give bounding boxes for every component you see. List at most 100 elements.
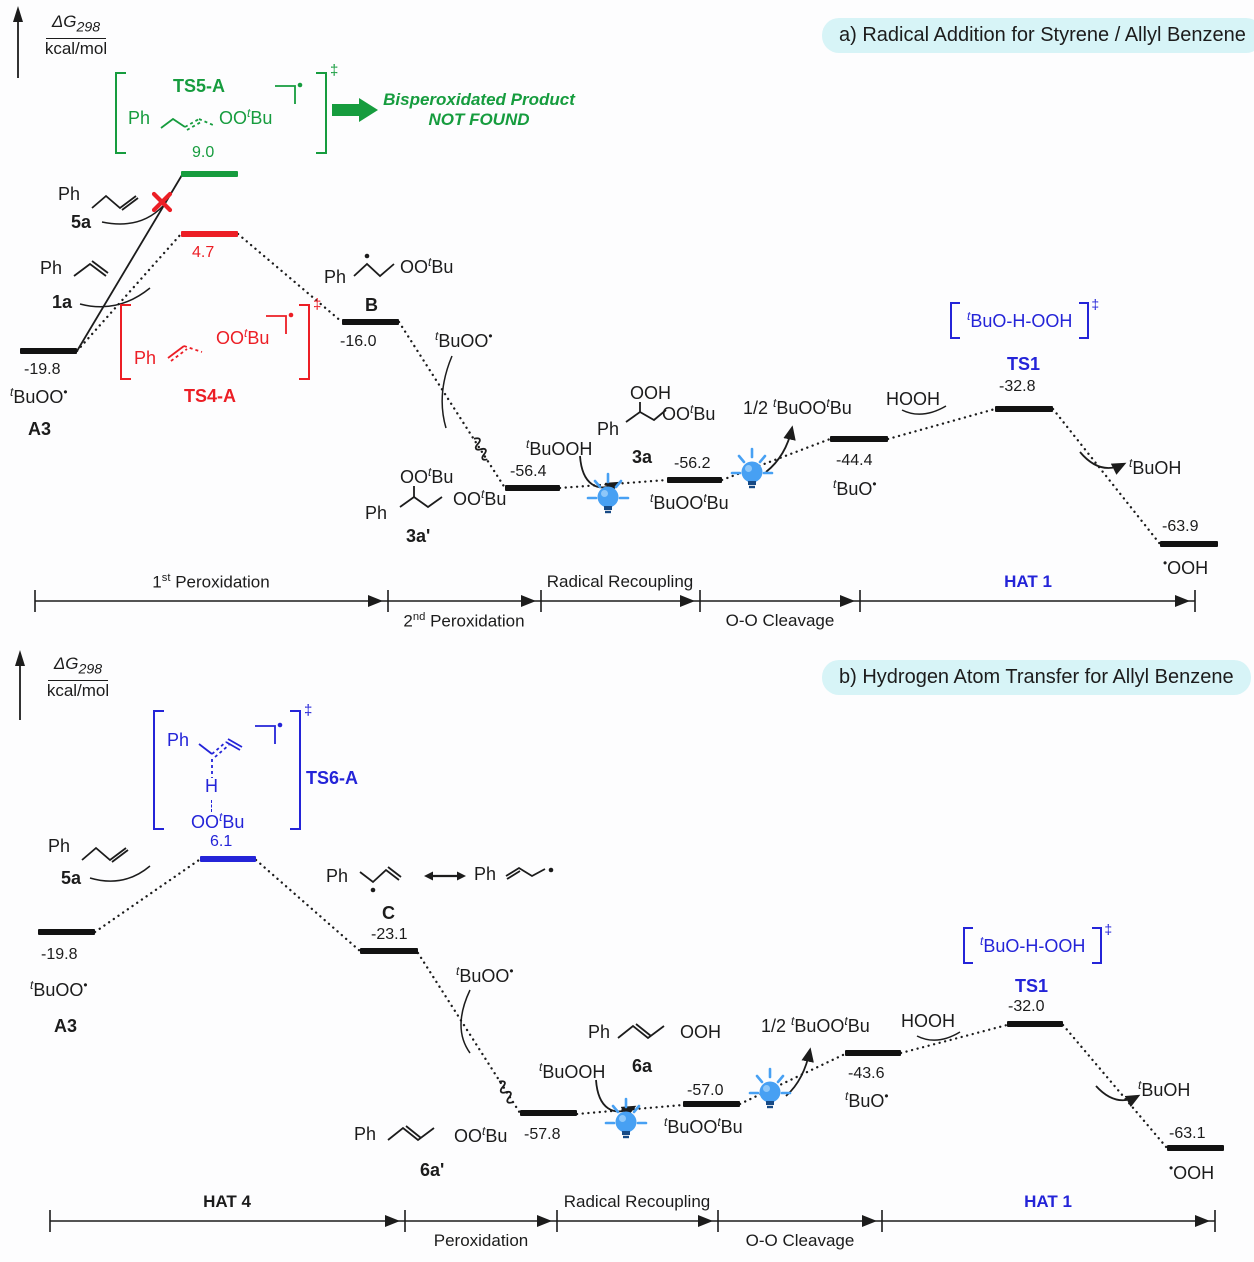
label-ts1: TS1 <box>1007 354 1041 374</box>
stage-radical-recoupling: Radical Recoupling <box>546 572 694 591</box>
anno-hooh: HOOH <box>901 1011 955 1031</box>
level-ooh-bar <box>1167 1145 1224 1151</box>
radical-corner-icon <box>255 722 283 744</box>
ts4a-dagger: ‡ <box>313 296 322 313</box>
level-6a-bar <box>683 1101 740 1107</box>
molecule-3ap-right-group: OOtBu <box>453 487 507 509</box>
b-radical-skeleton <box>353 253 395 278</box>
bracket-left-icon <box>120 304 131 380</box>
level-ts1-bar <box>995 406 1053 412</box>
allylic-radical-skeleton-1 <box>359 866 402 893</box>
stage-1st-peroxidation: 1st Peroxidation <box>152 572 270 592</box>
level-a3-bar <box>38 929 95 935</box>
species-below-3a: tBuOOtBu <box>650 491 729 513</box>
level-6ap-bar <box>520 1110 577 1116</box>
label-a3: A3 <box>54 1016 78 1036</box>
anno-half-tbuootbu: 1/2 tBuOOtBu <box>743 396 852 418</box>
level-c-bar <box>360 948 418 954</box>
stage-radical-recoupling: Radical Recoupling <box>563 1192 711 1211</box>
energy-ts5a: 9.0 <box>192 144 215 161</box>
energy-c: -23.1 <box>371 926 408 943</box>
level-ts6a-bar <box>200 856 256 862</box>
molecule-3a-right-group: OOtBu <box>662 402 716 424</box>
species-below-tbuo: tBuO• <box>845 1089 889 1111</box>
panel-b-title: b) Hydrogen Atom Transfer for Allyl Benz… <box>822 660 1251 695</box>
not-found-line2: NOT FOUND <box>428 110 530 129</box>
ts5a-dagger: ‡ <box>330 62 339 79</box>
ts5a-skeleton <box>160 117 214 131</box>
ts4a-skeleton <box>167 345 203 362</box>
molecule-b-ph: Ph <box>324 267 347 287</box>
not-found-note: Bisperoxidated Product NOT FOUND <box>374 90 584 130</box>
ts6a-name: TS6-A <box>306 768 359 788</box>
y-axis-label-a: ΔG298 kcal/mol <box>34 12 118 59</box>
lightbulb-icon <box>748 1067 792 1109</box>
molecule-1a-label: 1a <box>52 292 73 312</box>
bracket-left-icon <box>153 710 164 830</box>
lightbulb-icon <box>730 447 774 489</box>
energy-ts6a: 6.1 <box>210 833 233 850</box>
resonance-arrow-icon <box>424 871 466 881</box>
stage-oo-cleavage: O-O Cleavage <box>745 1231 855 1250</box>
allyl-skeleton <box>81 846 129 863</box>
level-3a-bar <box>667 477 722 483</box>
ts1-formula: tBuO-H-OOH <box>980 934 1086 956</box>
dashed-bond <box>211 800 212 812</box>
level-ooh-bar <box>1160 541 1218 547</box>
molecule-6a-ph: Ph <box>588 1022 611 1042</box>
energy-ts1: -32.0 <box>1008 998 1045 1015</box>
label-ts1: TS1 <box>1015 976 1049 996</box>
ts1-structure: tBuO-H-OOH ‡ <box>963 921 1112 964</box>
molecule-3a-ph: Ph <box>597 419 620 439</box>
ts6a-peroxy-group: OOtBu <box>191 810 245 832</box>
y-axis-denominator: kcal/mol <box>46 681 110 701</box>
cinnamyl-skeleton <box>387 1125 435 1142</box>
molecule-3ap-ph: Ph <box>365 503 388 523</box>
energy-tbuo: -44.4 <box>836 452 873 469</box>
molecule-5a-ph: Ph <box>48 836 71 856</box>
species-below-ooh: •OOH <box>1163 556 1209 578</box>
molecule-b-group: OOtBu <box>400 255 454 277</box>
molecule-5a-ph: Ph <box>58 184 81 204</box>
level-b-bar <box>342 319 399 325</box>
ts1-formula: tBuO-H-OOH <box>967 309 1073 331</box>
3a-skeleton <box>625 402 667 423</box>
y-axis-label-b: ΔG298 kcal/mol <box>36 654 120 701</box>
species-below-ooh: •OOH <box>1169 1161 1215 1183</box>
anno-hooh: HOOH <box>886 389 940 409</box>
ts6a-h-label: H <box>205 776 218 796</box>
bracket-left-icon <box>115 72 126 154</box>
panel-a-title: a) Radical Addition for Styrene / Allyl … <box>822 18 1254 53</box>
ts6a-ph-label: Ph <box>167 730 190 750</box>
stage-2nd-peroxidation: 2nd Peroxidation <box>403 611 525 631</box>
ts1-structure: tBuO-H-OOH ‡ <box>950 296 1099 339</box>
allylic-radical-skeleton-2 <box>505 866 554 880</box>
not-found-line1: Bisperoxidated Product <box>383 90 575 109</box>
ts4a-structure: Ph OOtBu <box>120 304 310 380</box>
label-c: C <box>382 903 395 923</box>
ts5a-structure: TS5-A Ph OOtBu <box>115 72 327 154</box>
resonance2-ph: Ph <box>474 864 497 884</box>
energy-6ap: -57.8 <box>524 1126 561 1143</box>
ts6a-skeleton <box>198 738 243 778</box>
lightbulb-icon <box>586 472 630 514</box>
energy-b: -16.0 <box>340 333 377 350</box>
energy-a3: -19.8 <box>24 361 61 378</box>
bracket-left-icon <box>963 927 973 964</box>
level-tbuo-bar <box>830 436 888 442</box>
bracket-right-icon <box>316 72 327 154</box>
species-a3: tBuOO• <box>30 978 88 1000</box>
level-3ap-bar <box>505 485 560 491</box>
molecule-3a-label: 3a <box>632 447 653 467</box>
ts5a-peroxy-group: OOtBu <box>219 106 273 128</box>
energy-3ap: -56.4 <box>510 463 547 480</box>
level-ts4a-bar <box>181 231 238 237</box>
ts4a-name: TS4-A <box>184 386 237 406</box>
energy-tbuo: -43.6 <box>848 1065 885 1082</box>
allyl-skeleton <box>91 194 139 211</box>
ts5a-ph-label: Ph <box>128 108 151 128</box>
molecule-3a-top-group: OOH <box>630 383 672 403</box>
ts1-dagger: ‡ <box>1091 296 1100 312</box>
label-a3: A3 <box>28 419 52 439</box>
